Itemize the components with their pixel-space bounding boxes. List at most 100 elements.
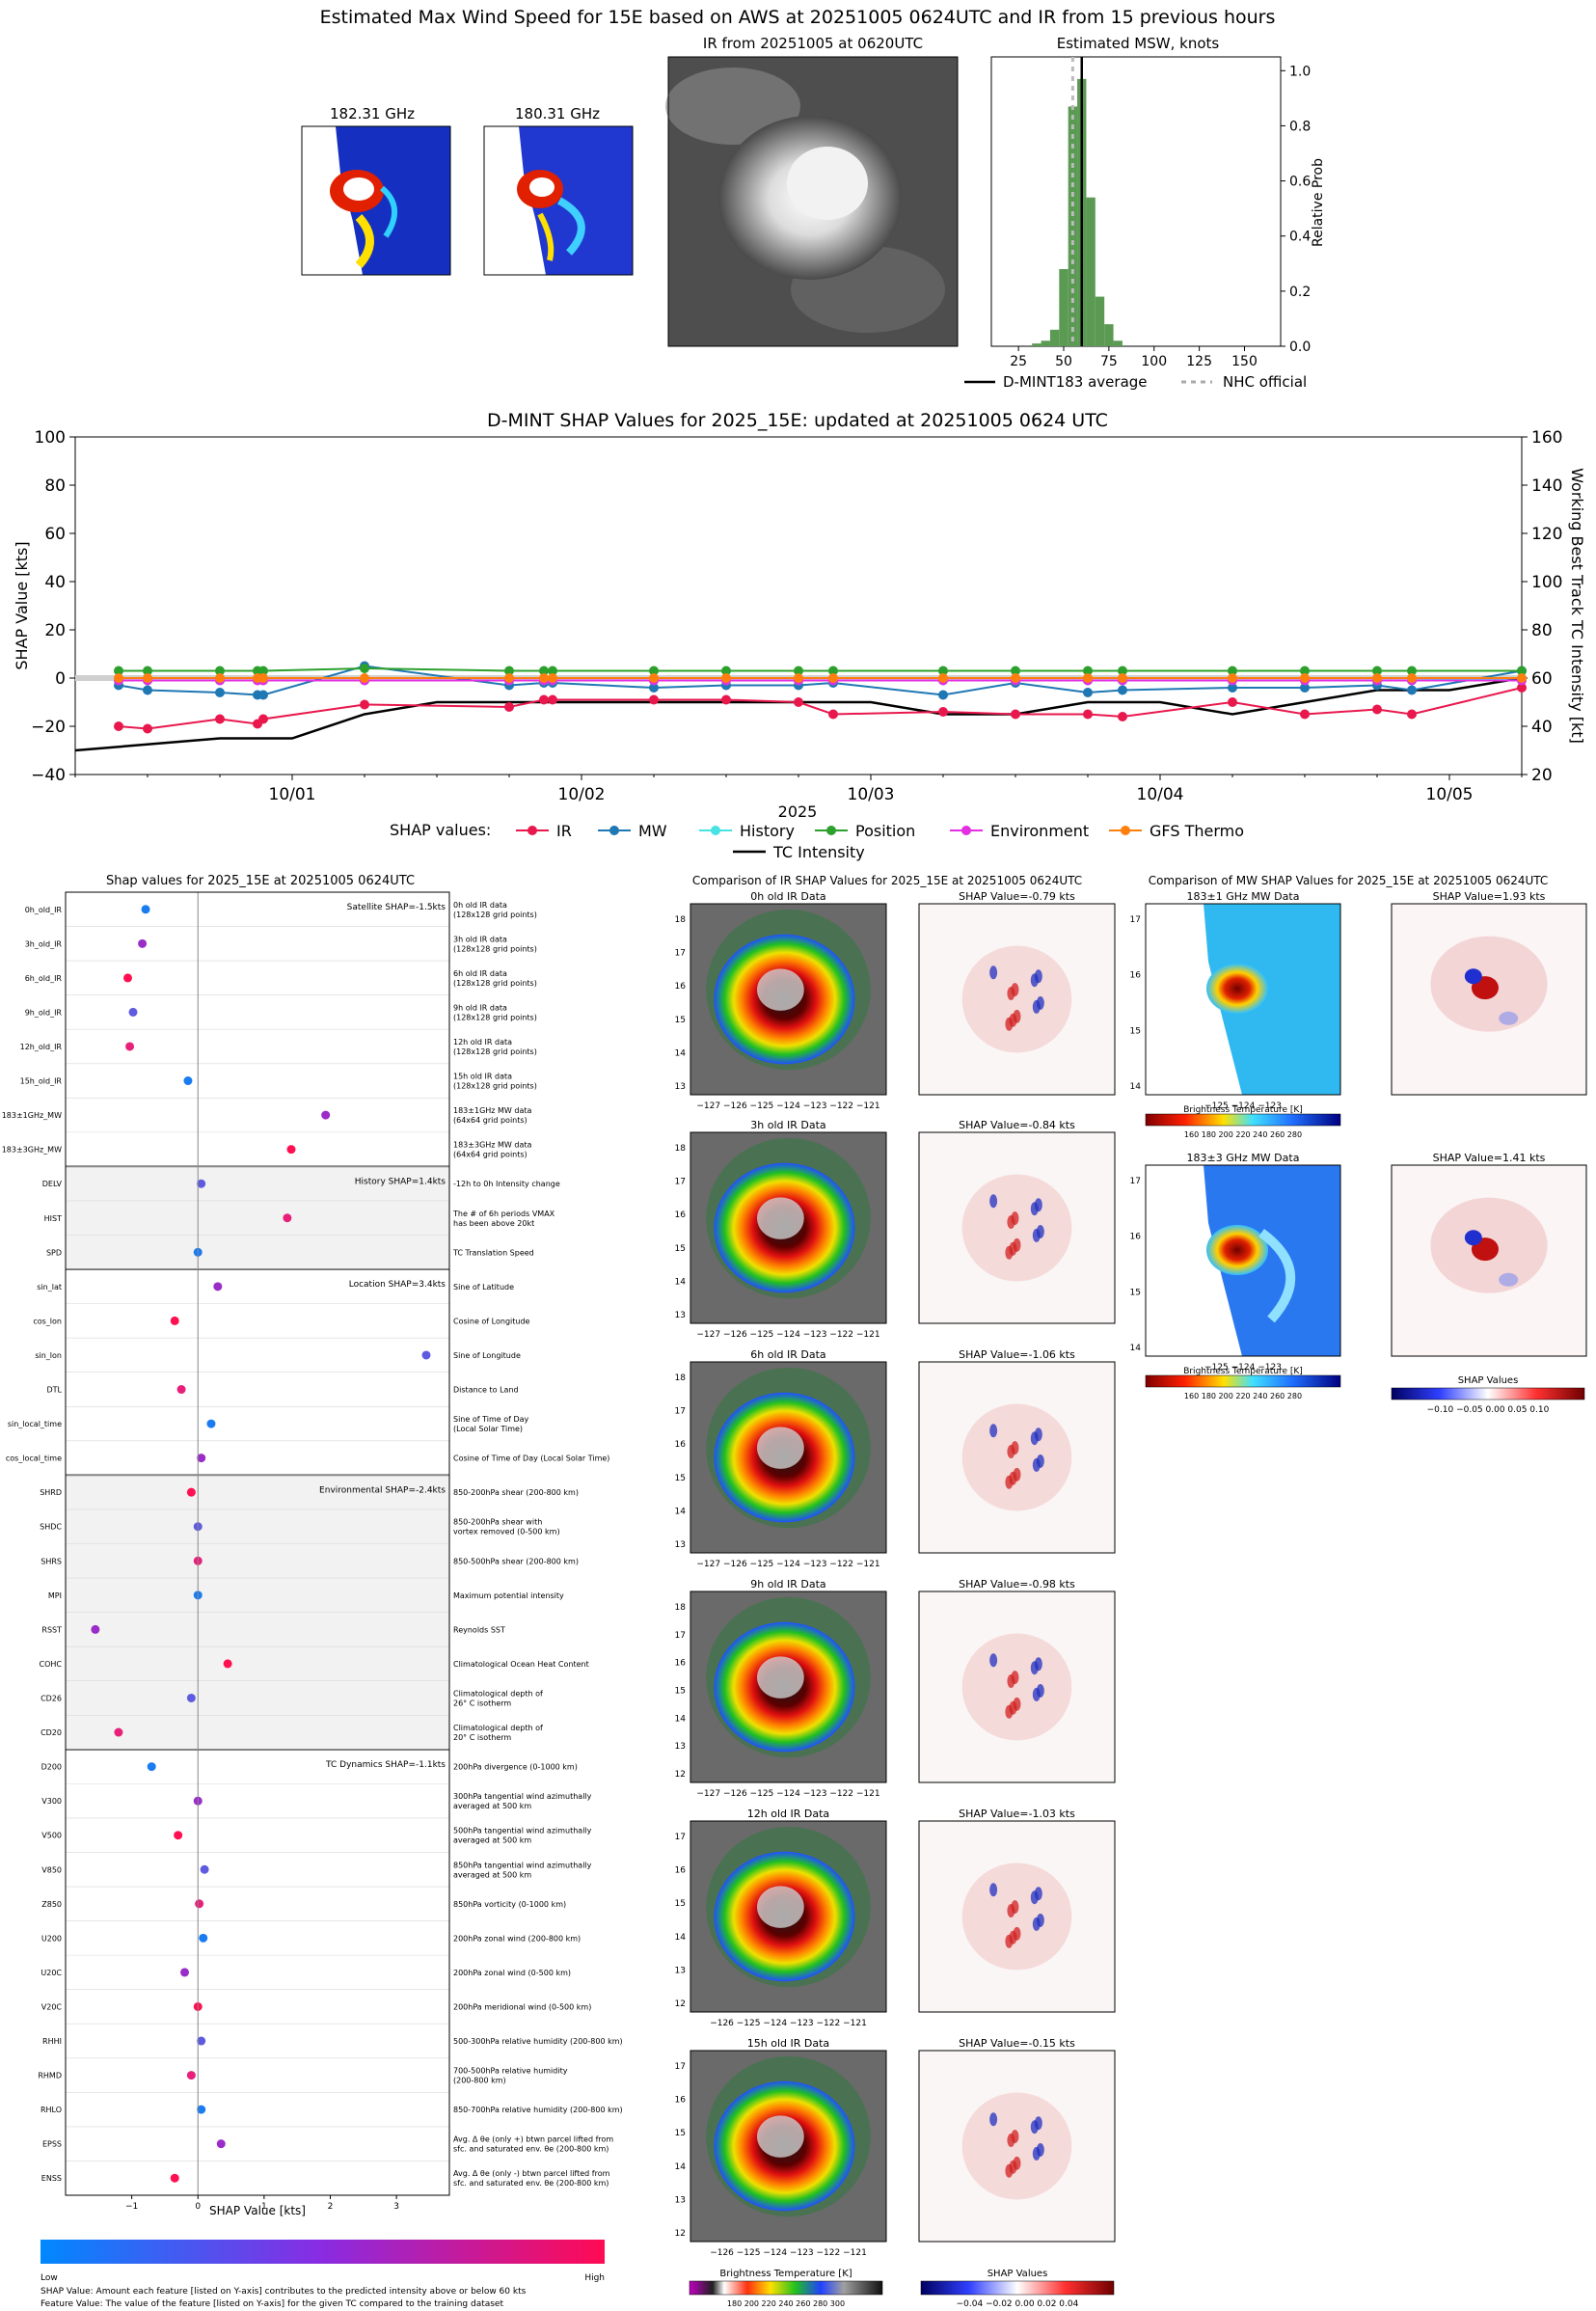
shap-feature-label: CD26: [41, 1694, 62, 1702]
ts-legend: SHAP values: IR MW History Position Environm…: [390, 821, 1244, 861]
ts-y2tick-label: 20: [1531, 766, 1553, 785]
series-point-ir: [1517, 683, 1527, 693]
ir-data-title-3: 9h old IR Data: [750, 1578, 825, 1591]
shap-feature-desc: 850-200hPa shear (200-800 km): [453, 1488, 579, 1497]
msw-ytick-label: 0.2: [1289, 285, 1311, 300]
ir-shap-title-5: SHAP Value=-0.15 kts: [959, 2037, 1075, 2050]
shap-feature-desc: 500hPa tangential wind azimuthally: [453, 1827, 592, 1835]
ir-xtick-labels-5: −126 −125 −124 −123 −122 −121: [710, 2248, 867, 2258]
series-point-ir: [1118, 712, 1127, 721]
ts-ytick-label: 60: [44, 525, 66, 544]
legend-marker-3: [826, 826, 836, 835]
shap-feature-desc: Avg. Δ θe (only +) btwn parcel lifted fr…: [453, 2135, 613, 2144]
msw-xtick-label: 150: [1231, 354, 1258, 369]
series-point-ir: [504, 702, 514, 712]
msw-ytick-label: 0.4: [1289, 230, 1311, 245]
msw-title: Estimated MSW, knots: [1057, 35, 1220, 52]
ir-ytick-label: 16: [675, 1210, 687, 1220]
ir-shap-blob: [1005, 1475, 1014, 1489]
series-point-ir: [539, 694, 549, 705]
series-point-position: [548, 666, 557, 676]
ir-shap-cbar: SHAP Values −0.04 −0.02 0.00 0.02 0.04: [920, 2269, 1115, 2309]
mw-cbar-title-1: Brightness Temperature [K]: [1183, 1367, 1303, 1376]
series-point-mw: [1300, 683, 1310, 693]
feature-colorbar: Low High: [41, 2240, 605, 2283]
shap-feature-label: DELV: [42, 1180, 63, 1188]
msw-bar-55: [1068, 106, 1078, 346]
shap-point: [195, 1899, 204, 1909]
mw-cbar-0: [1145, 1113, 1341, 1127]
shap-point: [286, 1145, 296, 1155]
series-point-ir: [215, 714, 225, 724]
mw-ytick-label: 16: [1130, 1233, 1142, 1242]
ir-ytick-label: 17: [675, 949, 686, 959]
shap-feature-desc: (64x64 grid points): [453, 1116, 527, 1125]
ir-ytick-label: 16: [675, 1440, 687, 1450]
ir-shap-halo-4: [961, 1862, 1072, 1971]
mw-ytick-label: 15: [1130, 1026, 1141, 1036]
ir-ytick-label: 14: [675, 1933, 687, 1943]
shap-group-label-2: Location SHAP=3.4kts: [349, 1280, 446, 1290]
shap-feature-desc: Sine of Longitude: [453, 1351, 521, 1360]
ir-ytick-label: 18: [675, 1603, 687, 1613]
shap-feature-desc: 183±3GHz MW data: [453, 1141, 531, 1150]
legend-marker-4: [961, 826, 971, 835]
ir-shap-title-0: SHAP Value=-0.79 kts: [959, 890, 1075, 903]
shap-feature-label: 0h_old_IR: [25, 906, 63, 914]
shap-feature-label: 3h_old_IR: [25, 939, 63, 948]
mw-image-band: [1258, 1228, 1296, 1323]
mw-shap-neg2-0: [1499, 1011, 1519, 1025]
shap-feature-desc: (128x128 grid points): [453, 1047, 537, 1056]
mw-shap-cbar-ticks: −0.10 −0.05 0.00 0.05 0.10: [1427, 1405, 1550, 1415]
series-point-position: [143, 666, 152, 676]
ts-ylabel-right: Working Best Track TC Intensity [kt]: [1568, 468, 1586, 744]
ir-shap-frame-5: [918, 2050, 1116, 2243]
mw-top-2-image: [483, 125, 634, 276]
series-point-position: [360, 664, 369, 673]
shap-point: [180, 1968, 190, 1977]
ts-title: D-MINT SHAP Values for 2025_15E: updated…: [487, 410, 1108, 431]
msw-xtick-label: 25: [1010, 354, 1027, 369]
ir-image-cdo-3: [757, 1656, 804, 1699]
ir-shap-blob: [1005, 1017, 1014, 1031]
shap-feature-desc: 850-700hPa relative humidity (200-800 km…: [453, 2106, 623, 2114]
shap-feature-desc: 15h old IR data: [453, 1073, 512, 1081]
shap-feature-desc: 12h old IR data: [453, 1038, 512, 1047]
shap-xtick-label: 2: [328, 2202, 334, 2212]
ir-ytick-label: 13: [675, 1311, 686, 1320]
series-point-gfs-thermo: [539, 673, 549, 683]
shap-point: [197, 2036, 206, 2046]
shap-point: [186, 1487, 196, 1497]
shap-group-bg-4: [66, 1749, 449, 2195]
figure-title: Estimated Max Wind Speed for 15E based o…: [320, 7, 1276, 28]
msw-xtick-label: 75: [1100, 354, 1118, 369]
shap-point: [223, 1659, 232, 1669]
series-point-gfs-thermo: [215, 673, 225, 683]
ts-y2tick-label: 120: [1531, 525, 1562, 544]
shap-feature-label: 9h_old_IR: [25, 1008, 63, 1017]
series-point-gfs-thermo: [1372, 673, 1382, 683]
ir-shap-blob: [1030, 1661, 1039, 1675]
msw-ytick-label: 0.6: [1289, 175, 1311, 190]
shap-feature-panel: Satellite SHAP=-1.5kts History SHAP=1.4kt…: [2, 891, 623, 2212]
shap-feature-desc: 6h old IR data: [453, 969, 507, 978]
shap-feature-desc: (Local Solar Time): [453, 1425, 523, 1433]
shap-feature-desc: 850hPa vorticity (0-1000 km): [453, 1900, 566, 1909]
ir-shap-blob: [1007, 987, 1015, 1001]
ir-shap-blob: [1030, 1431, 1039, 1446]
series-point-mw: [938, 690, 948, 700]
msw-bar-80: [1113, 340, 1123, 346]
ir-shap-blob: [1005, 2163, 1014, 2178]
msw-histogram: 25 50 75 100 125 150 0.0 0.2 0.4 0.6 0.8 1.0: [990, 56, 1311, 369]
series-point-position: [1517, 666, 1527, 676]
ir-shap-blob: [1005, 1934, 1014, 1948]
mw-shap-title-0: SHAP Value=1.93 kts: [1433, 890, 1546, 903]
ir-shap-title-1: SHAP Value=-0.84 kts: [959, 1119, 1075, 1131]
mw-shap-title-1: SHAP Value=1.41 kts: [1433, 1152, 1546, 1164]
shap-feature-label: ENSS: [41, 2174, 62, 2183]
ts-y2tick-label: 140: [1531, 476, 1562, 496]
ir-image-frame-0: [690, 903, 887, 1096]
shap-feature-desc: 183±1GHz MW data: [453, 1106, 531, 1115]
shap-feature-label: MPI: [48, 1591, 62, 1600]
shap-feature-label: D200: [41, 1763, 62, 1772]
